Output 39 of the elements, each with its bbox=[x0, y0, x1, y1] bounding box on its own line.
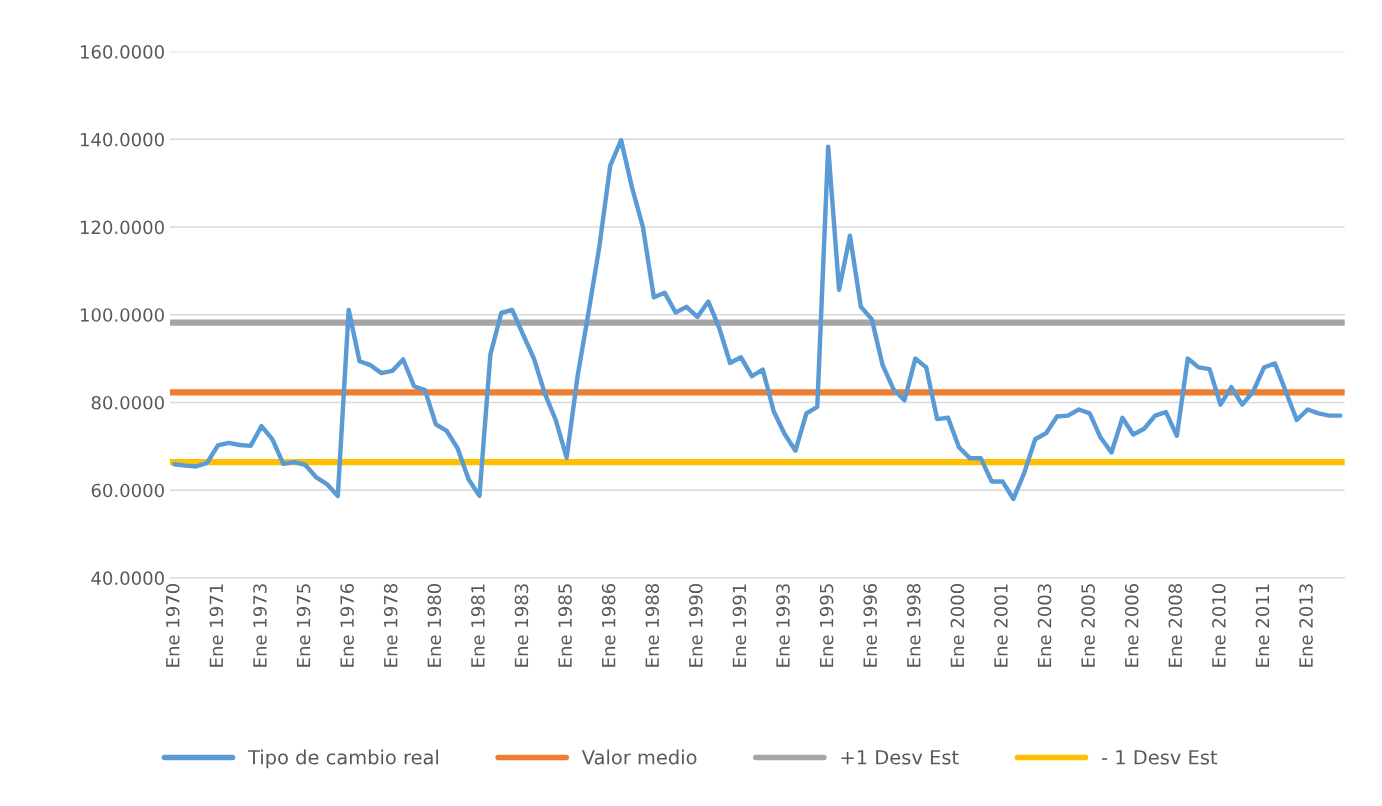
x-tick-label: Ene 1986 bbox=[601, 583, 616, 667]
x-tick-label: Ene 1976 bbox=[340, 583, 354, 667]
y-tick-label: 120.0000 bbox=[80, 220, 164, 235]
x-tick-label: Ene 2001 bbox=[994, 584, 1008, 667]
x-tick-label: Ene 1973 bbox=[253, 584, 267, 667]
y-tick-label: 160.0000 bbox=[80, 45, 164, 59]
x-tick-label: Ene 1978 bbox=[383, 584, 398, 667]
x-tick-label: Ene 2008 bbox=[1168, 584, 1183, 667]
x-tick-label: Ene 2005 bbox=[1081, 584, 1095, 667]
x-tick-label: Ene 2013 bbox=[1299, 584, 1313, 667]
x-tick-label: Ene 1970 bbox=[165, 583, 180, 667]
y-tick-label: 80.0000 bbox=[91, 395, 164, 410]
y-tick-label: 40.0000 bbox=[91, 571, 164, 586]
legend-label: +1 Desv Est bbox=[841, 750, 959, 765]
x-tick-label: Ene 1988 bbox=[645, 584, 660, 667]
x-tick-label: Ene 1975 bbox=[296, 584, 311, 667]
y-tick-label: 140.0000 bbox=[80, 132, 164, 147]
y-tick-label: 60.0000 bbox=[91, 483, 164, 498]
x-tick-label: Ene 1993 bbox=[776, 584, 790, 667]
x-tick-label: Ene 1995 bbox=[819, 584, 834, 667]
x-tick-label: Ene 2006 bbox=[1124, 583, 1139, 667]
x-tick-label: Ene 2011 bbox=[1255, 584, 1270, 667]
legend-label: - 1 Desv Est bbox=[1101, 750, 1218, 765]
y-tick-label: 100.0000 bbox=[80, 308, 164, 322]
x-tick-label: Ene 1998 bbox=[906, 584, 921, 667]
x-tick-label: Ene 1980 bbox=[427, 583, 442, 667]
x-tick-label: Ene 2003 bbox=[1037, 584, 1052, 667]
x-tick-label: Ene 1983 bbox=[514, 584, 529, 667]
x-tick-label: Ene 2000 bbox=[950, 583, 965, 667]
x-tick-label: Ene 1971 bbox=[209, 584, 224, 667]
x-tick-label: Ene 1990 bbox=[688, 583, 703, 667]
x-tick-label: Ene 2010 bbox=[1212, 583, 1226, 667]
x-tick-label: Ene 1981 bbox=[471, 584, 485, 667]
legend-label: Tipo de cambio real bbox=[247, 749, 438, 769]
line-series bbox=[172, 137, 1343, 502]
x-tick-label: Ene 1985 bbox=[558, 584, 572, 667]
x-tick-label: Ene 1991 bbox=[732, 584, 747, 667]
x-tick-label: Ene 1996 bbox=[863, 583, 877, 667]
legend-label: Valor medio bbox=[581, 749, 697, 765]
